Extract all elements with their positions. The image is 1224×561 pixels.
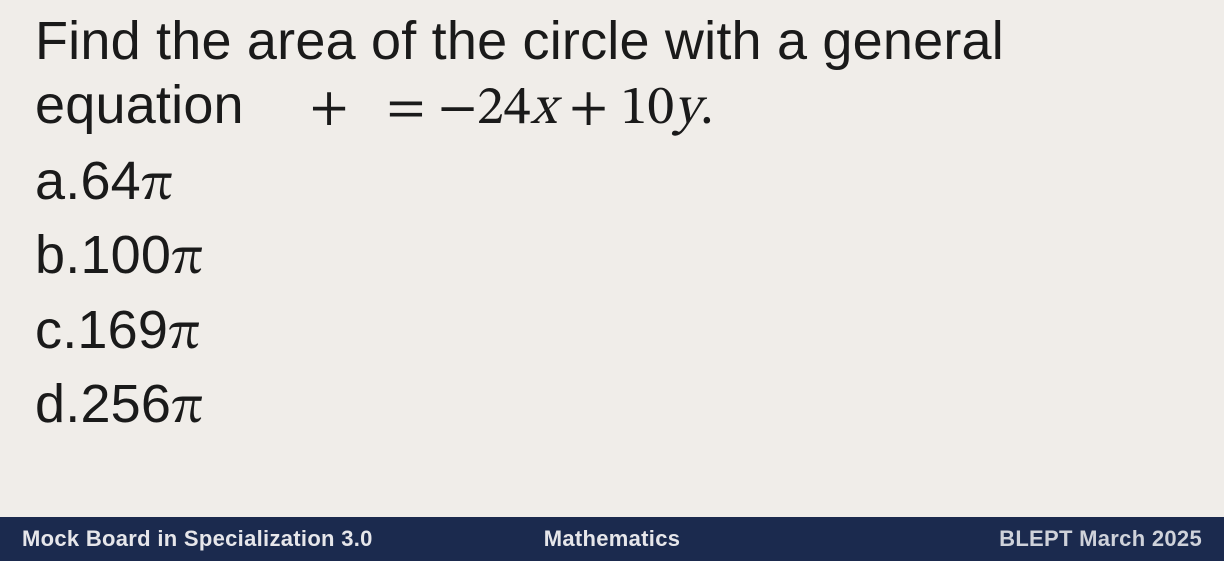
option-b-value: 100: [80, 225, 171, 285]
question-line-1: Find the area of the circle with a gener…: [35, 10, 1204, 72]
option-d[interactable]: d.256π: [35, 369, 1204, 443]
option-a[interactable]: a.64π: [35, 146, 1204, 220]
rhs-plus: +: [569, 82, 608, 136]
option-b-pi: π: [171, 232, 203, 286]
option-a-label: a.: [35, 151, 80, 211]
option-c-label: c.: [35, 300, 77, 360]
option-c-pi: π: [168, 307, 200, 361]
plus-sign: +: [310, 82, 349, 136]
option-b-label: b.: [35, 225, 80, 285]
question-block: Find the area of the circle with a gener…: [0, 0, 1224, 443]
footer-left-text: Mock Board in Specialization 3.0: [0, 526, 373, 552]
equation-word: equation: [35, 75, 244, 135]
rhs-var-y: y: [674, 82, 700, 136]
equals-sign: =: [387, 82, 426, 136]
footer-right-text: BLEPT March 2025: [999, 526, 1224, 552]
option-c-value: 169: [77, 300, 168, 360]
option-b[interactable]: b.100π: [35, 220, 1204, 294]
rhs-coeff-1: −24: [438, 82, 530, 136]
option-a-pi: π: [141, 158, 173, 212]
footer-center-text: Mathematics: [544, 526, 681, 552]
question-line-2: equation + = −24x + 10y.: [35, 74, 1204, 140]
rhs-coeff-2: 10: [621, 82, 674, 136]
option-a-value: 64: [80, 151, 140, 211]
option-d-pi: π: [171, 381, 203, 435]
option-d-value: 256: [80, 374, 171, 434]
equation-period: .: [700, 82, 713, 136]
equation-math: + = −24x + 10y.: [259, 82, 714, 136]
footer-bar: Mock Board in Specialization 3.0 Mathema…: [0, 517, 1224, 561]
option-d-label: d.: [35, 374, 80, 434]
option-c[interactable]: c.169π: [35, 295, 1204, 369]
options-list: a.64π b.100π c.169π d.256π: [35, 146, 1204, 443]
rhs-var-x: x: [530, 82, 556, 136]
